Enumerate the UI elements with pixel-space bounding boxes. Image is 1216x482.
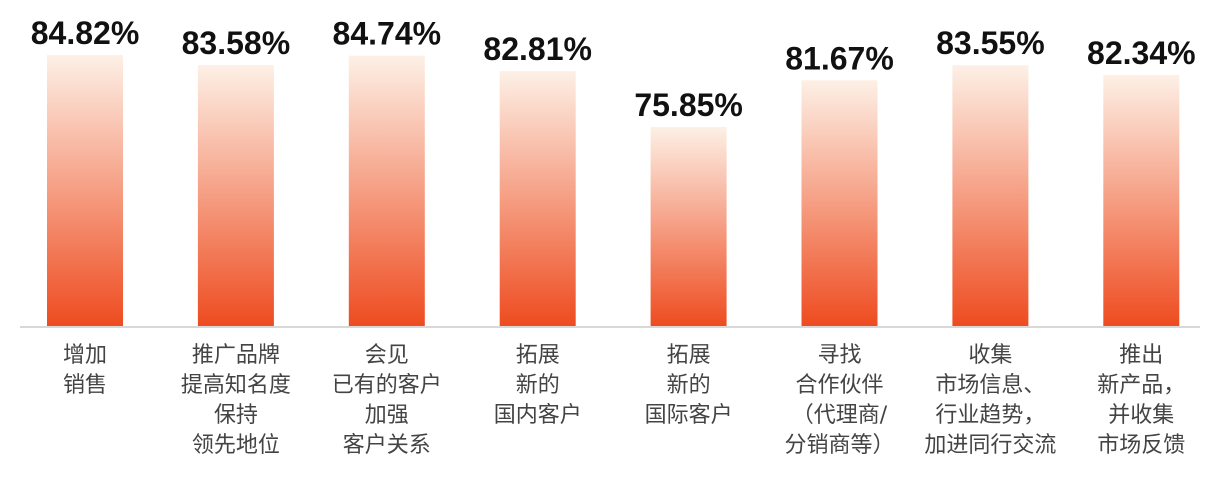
category-label-line: 国际客户 <box>645 403 733 428</box>
value-label: 84.82% <box>31 15 140 51</box>
category-label-line: 客户关系 <box>343 433 431 458</box>
category-label-line: （代理商/ <box>792 403 888 428</box>
value-label: 75.85% <box>634 87 743 123</box>
category-label-line: 拓展 <box>516 343 560 368</box>
category-label-line: 领先地位 <box>192 433 280 458</box>
value-label: 83.55% <box>936 25 1045 61</box>
category-label-line: 寻找 <box>817 343 861 368</box>
category-label-line: 销售 <box>63 373 107 398</box>
value-labels-group: 84.82% 83.58% 84.74% 82.81% 75.85% 81.67% 83.5… <box>31 15 1196 123</box>
bar <box>499 71 576 327</box>
value-label: 83.58% <box>182 25 291 61</box>
category-label-line: 会见 <box>365 343 409 368</box>
bar <box>1103 74 1180 328</box>
category-label-line: 拓展 <box>667 343 711 368</box>
category-label-line: 合作伙伴 <box>795 373 883 398</box>
category-label-line: 新的 <box>667 373 711 398</box>
category-label-line: 分销商等） <box>784 433 894 458</box>
category-label-line: 已有的客户 <box>332 373 442 398</box>
bar <box>952 65 1029 327</box>
category-label-line: 提高知名度 <box>181 373 291 398</box>
category-label-line: 新的 <box>516 373 560 398</box>
category-label-line: 国内客户 <box>494 403 582 428</box>
category-label-line: 行业趋势， <box>935 403 1045 428</box>
bar <box>348 55 425 327</box>
category-label-line: 新产品， <box>1097 373 1185 398</box>
category-label-line: 并收集 <box>1108 403 1174 428</box>
value-label: 82.81% <box>483 31 592 67</box>
bars-group <box>47 55 1180 328</box>
category-label-line: 市场反馈 <box>1097 433 1185 458</box>
bar <box>650 127 727 327</box>
category-label-line: 市场信息、 <box>935 373 1045 398</box>
category-label-line: 增加 <box>63 343 107 368</box>
category-label-line: 推出 <box>1119 343 1163 368</box>
category-label-line: 加进同行交流 <box>924 433 1056 458</box>
value-label: 81.67% <box>785 40 894 76</box>
bar <box>801 80 878 327</box>
bar <box>197 65 274 327</box>
category-label-line: 加强 <box>365 403 409 428</box>
category-label-line: 推广品牌 <box>192 343 280 368</box>
category-label-line: 保持 <box>214 403 258 428</box>
bar <box>47 55 123 327</box>
category-label-line: 收集 <box>968 343 1012 368</box>
value-label: 84.74% <box>333 16 442 52</box>
value-label: 82.34% <box>1087 35 1196 71</box>
